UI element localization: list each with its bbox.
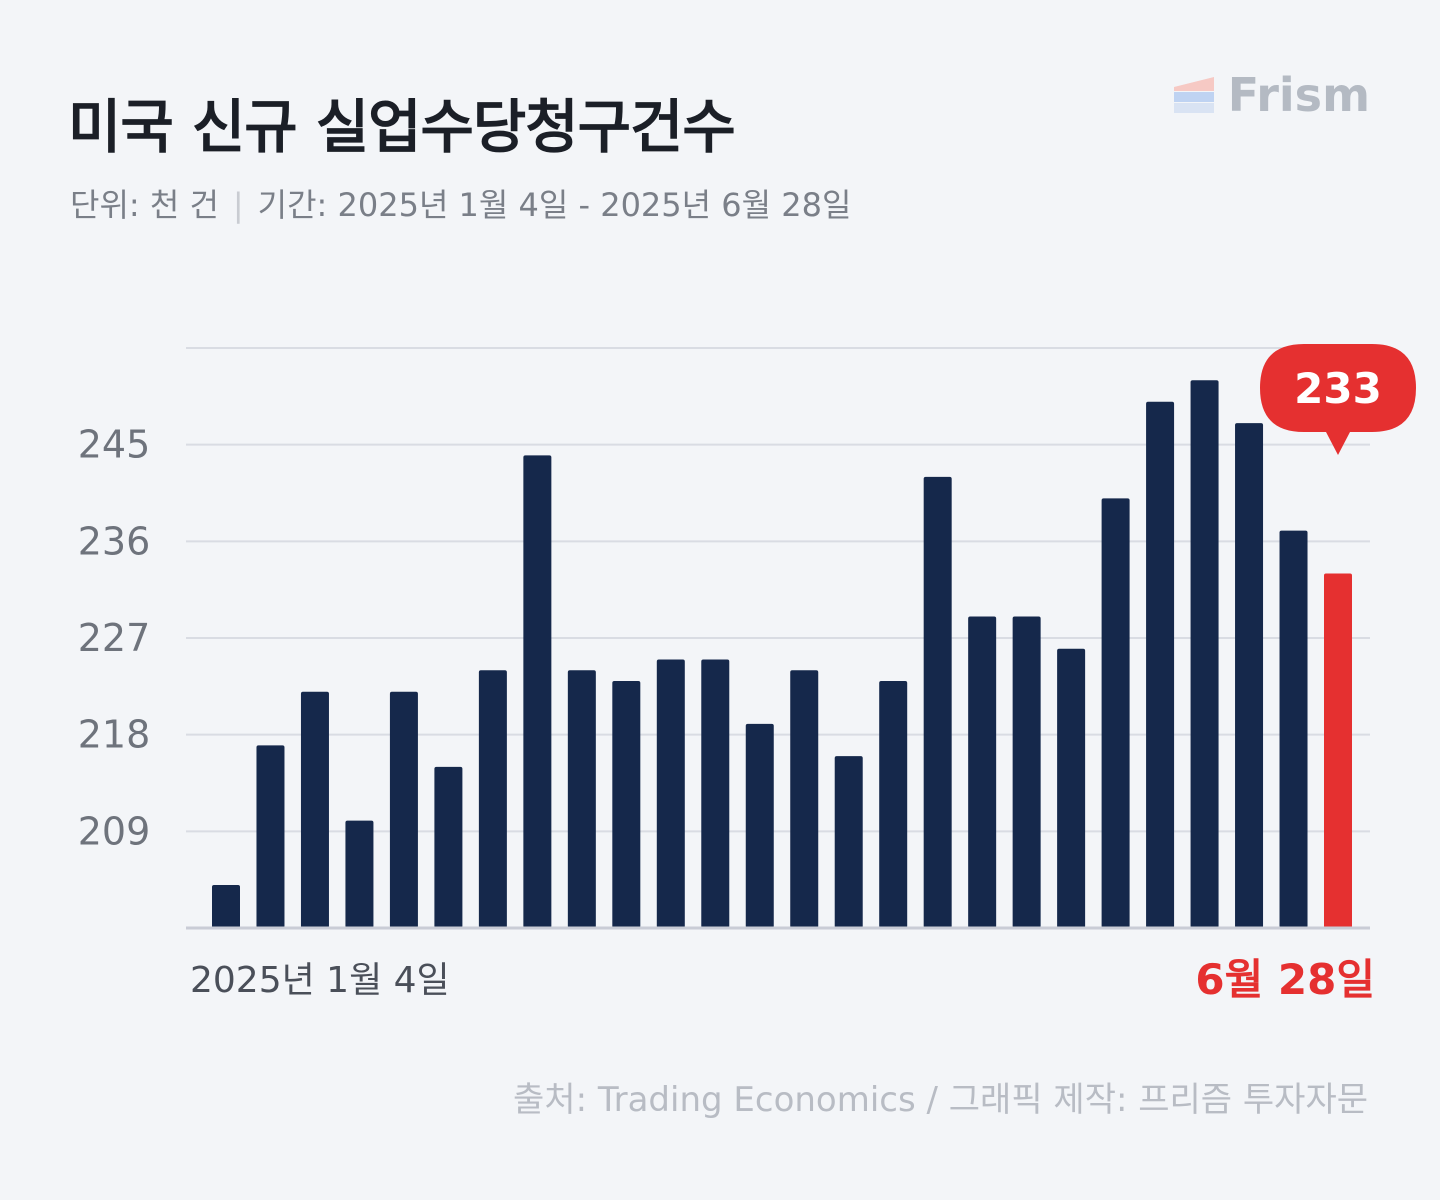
bar [478, 670, 507, 928]
bar [1279, 530, 1308, 928]
period-label: 기간: 2025년 1월 4일 - 2025년 6월 28일 [257, 186, 852, 224]
bar [790, 670, 819, 928]
bar [345, 820, 374, 928]
bar [212, 885, 240, 928]
y-tick-label: 218 [78, 713, 151, 757]
bar [612, 680, 641, 928]
bar [745, 723, 774, 928]
frism-logo-icon [1173, 77, 1214, 113]
logo-text: Frism [1227, 68, 1370, 122]
bar [834, 756, 863, 928]
y-tick-label: 209 [78, 809, 151, 853]
bar [1057, 648, 1086, 928]
bar [968, 616, 997, 928]
bar [389, 691, 418, 928]
bar [1101, 498, 1130, 928]
chart-title: 미국 신규 실업수당청구건수 [68, 93, 736, 161]
bar [1012, 616, 1041, 928]
source-note: 출처: Trading Economics / 그래픽 제작: 프리즘 투자자문 [513, 1080, 1368, 1120]
value-callout-label: 233 [1294, 364, 1382, 413]
bar [701, 659, 730, 928]
bar [1146, 401, 1175, 928]
bar [656, 659, 685, 928]
bar [567, 670, 596, 928]
bar [1190, 380, 1219, 928]
y-tick-label: 236 [78, 519, 151, 563]
value-callout-bubble [1260, 344, 1416, 455]
bar [923, 476, 952, 928]
x-end-label: 6월 28일 [1195, 955, 1375, 1004]
bar [434, 766, 463, 928]
x-start-label: 2025년 1월 4일 [190, 960, 450, 1001]
bar [879, 680, 908, 928]
y-tick-label: 227 [78, 616, 151, 660]
bar [256, 745, 285, 928]
frism-logo: Frism [1173, 68, 1370, 122]
bar [1235, 423, 1264, 928]
subtitle-divider: | [232, 186, 244, 224]
bar-highlight [1324, 573, 1352, 928]
chart-subtitle: 단위: 천 건 | 기간: 2025년 1월 4일 - 2025년 6월 28일 [70, 180, 851, 226]
bar [300, 691, 329, 928]
y-tick-label: 245 [78, 423, 151, 467]
bar [523, 455, 552, 928]
unit-label: 단위: 천 건 [70, 186, 219, 224]
